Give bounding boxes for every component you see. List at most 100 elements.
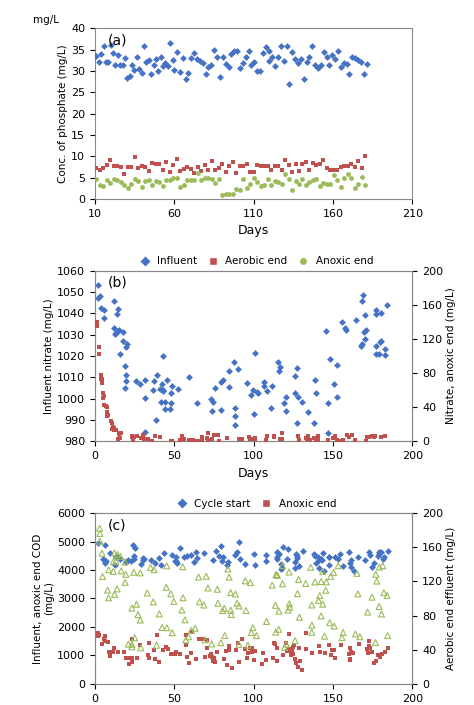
Point xyxy=(326,639,333,651)
Point xyxy=(274,548,282,559)
Point xyxy=(377,431,385,443)
Point xyxy=(191,48,198,59)
Point xyxy=(360,68,367,79)
Point xyxy=(119,336,127,347)
Point xyxy=(130,553,138,565)
Point xyxy=(215,173,222,185)
Point xyxy=(307,562,315,573)
Point xyxy=(273,553,281,565)
Point xyxy=(330,165,338,176)
Point xyxy=(250,654,258,666)
Point xyxy=(371,657,378,668)
Point xyxy=(304,431,311,442)
Point xyxy=(334,46,342,57)
Point xyxy=(294,588,301,599)
Point xyxy=(163,156,170,167)
Point xyxy=(168,627,176,639)
Point xyxy=(155,608,163,620)
Point xyxy=(117,432,124,443)
Point xyxy=(273,642,281,654)
Point xyxy=(231,402,238,413)
Point xyxy=(110,424,118,435)
Point xyxy=(131,173,138,184)
Point xyxy=(117,176,125,188)
Point xyxy=(292,563,299,574)
Point xyxy=(347,555,355,566)
Point xyxy=(236,536,243,547)
Point xyxy=(322,584,329,596)
Point xyxy=(168,549,176,560)
Legend: Influent, Aerobic end, Anoxic end: Influent, Aerobic end, Anoxic end xyxy=(130,252,377,271)
Point xyxy=(253,386,260,398)
Point xyxy=(104,409,111,420)
Point xyxy=(324,434,332,446)
Point xyxy=(375,561,383,572)
Point xyxy=(179,53,187,64)
Point xyxy=(247,390,255,401)
Point xyxy=(98,638,106,649)
Point xyxy=(137,568,144,579)
Point xyxy=(124,652,131,663)
Point xyxy=(235,434,243,445)
Point xyxy=(102,556,109,567)
Point xyxy=(286,78,293,90)
Point xyxy=(374,649,382,661)
Point xyxy=(293,417,301,429)
Point xyxy=(363,431,370,443)
Point xyxy=(113,583,121,594)
Point xyxy=(159,378,166,389)
Point xyxy=(217,541,225,552)
Point xyxy=(128,161,135,172)
Point xyxy=(185,371,192,382)
Point xyxy=(316,646,324,658)
Point xyxy=(159,350,167,361)
Point xyxy=(334,164,341,176)
Point xyxy=(278,427,285,439)
Point xyxy=(205,61,212,73)
Point xyxy=(169,159,177,171)
Point xyxy=(226,640,233,651)
Point xyxy=(292,556,299,568)
Point xyxy=(292,176,299,187)
Point xyxy=(208,638,216,649)
Point xyxy=(346,68,353,80)
Point xyxy=(382,344,389,355)
Point xyxy=(366,642,374,654)
Point xyxy=(128,633,135,644)
Point xyxy=(271,638,279,649)
Point xyxy=(319,566,327,577)
Point xyxy=(133,599,140,610)
Point xyxy=(153,630,160,641)
Point xyxy=(347,562,355,573)
Point xyxy=(95,630,102,641)
Point xyxy=(110,422,118,434)
Point xyxy=(123,338,130,350)
Point xyxy=(347,172,355,183)
Point xyxy=(231,419,239,431)
Point xyxy=(117,551,124,562)
Point xyxy=(173,47,181,58)
Point xyxy=(110,296,118,307)
Point xyxy=(95,341,102,352)
Point xyxy=(312,436,319,447)
Point xyxy=(330,378,337,389)
Point xyxy=(208,155,216,166)
Point xyxy=(129,539,137,551)
Point xyxy=(235,637,242,649)
Point xyxy=(294,391,302,403)
Point xyxy=(337,61,345,73)
Point xyxy=(153,414,160,425)
Point xyxy=(120,646,128,658)
Point xyxy=(380,587,388,599)
Point xyxy=(121,52,129,63)
Point xyxy=(146,652,153,663)
Point xyxy=(239,160,247,171)
Point xyxy=(109,556,117,568)
Point xyxy=(281,154,289,166)
Point xyxy=(362,179,369,190)
Point xyxy=(130,567,137,578)
Point xyxy=(219,605,227,616)
Point xyxy=(185,434,192,446)
Point xyxy=(222,166,229,177)
Point xyxy=(204,427,212,439)
